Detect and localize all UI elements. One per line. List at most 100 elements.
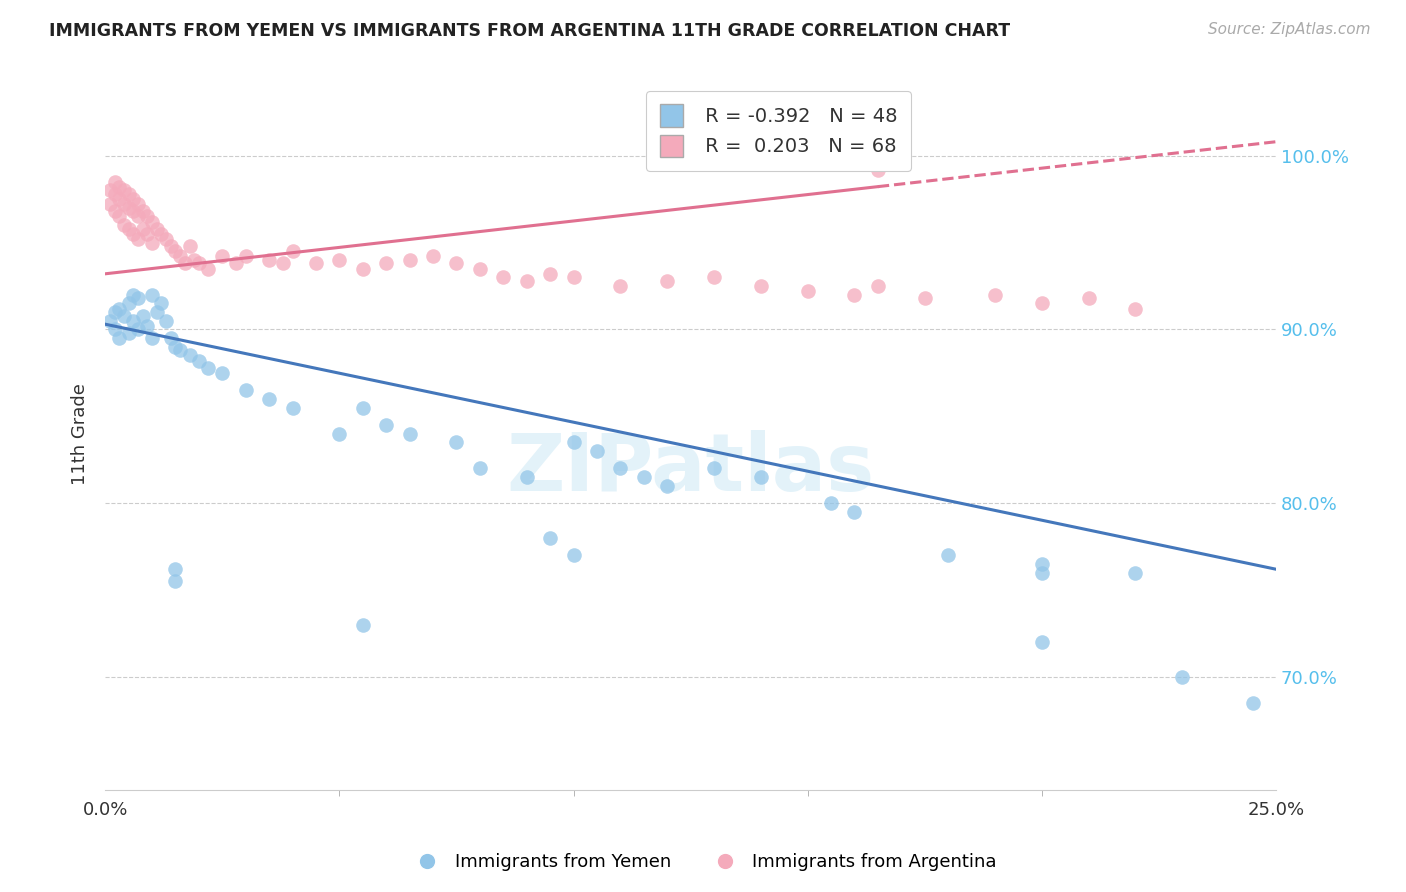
Text: ZIPatlas: ZIPatlas	[506, 430, 875, 508]
Point	[103, 204, 125, 219]
Point	[211, 249, 233, 263]
Point	[103, 322, 125, 336]
Point	[1125, 301, 1147, 316]
Point	[328, 252, 350, 267]
Point	[127, 232, 149, 246]
Point	[131, 309, 153, 323]
Point	[165, 574, 187, 589]
Point	[1241, 696, 1264, 710]
Point	[352, 261, 374, 276]
Point	[211, 366, 233, 380]
Point	[183, 252, 205, 267]
Point	[108, 192, 131, 206]
Point	[281, 244, 304, 259]
Point	[122, 314, 145, 328]
Point	[159, 239, 181, 253]
Point	[468, 261, 491, 276]
Point	[117, 296, 139, 310]
Point	[257, 252, 280, 267]
Point	[165, 340, 187, 354]
Point	[117, 221, 139, 235]
Point	[131, 204, 153, 219]
Point	[127, 210, 149, 224]
Point	[352, 401, 374, 415]
Point	[187, 256, 209, 270]
Point	[108, 180, 131, 194]
Point	[749, 279, 772, 293]
Point	[609, 279, 631, 293]
Point	[1077, 291, 1099, 305]
Point	[225, 256, 247, 270]
Point	[796, 284, 818, 298]
Point	[136, 227, 159, 241]
Point	[352, 617, 374, 632]
Point	[122, 192, 145, 206]
Point	[281, 401, 304, 415]
Point	[108, 331, 131, 345]
Point	[398, 252, 420, 267]
Point	[187, 353, 209, 368]
Point	[98, 183, 121, 197]
Legend:  R = -0.392   N = 48,  R =  0.203   N = 68: R = -0.392 N = 48, R = 0.203 N = 68	[647, 91, 911, 170]
Point	[1125, 566, 1147, 580]
Point	[155, 314, 177, 328]
Point	[1031, 635, 1053, 649]
Point	[98, 314, 121, 328]
Point	[112, 218, 135, 232]
Point	[866, 279, 889, 293]
Point	[1031, 296, 1053, 310]
Point	[165, 244, 187, 259]
Text: IMMIGRANTS FROM YEMEN VS IMMIGRANTS FROM ARGENTINA 11TH GRADE CORRELATION CHART: IMMIGRANTS FROM YEMEN VS IMMIGRANTS FROM…	[49, 22, 1011, 40]
Point	[127, 291, 149, 305]
Text: Source: ZipAtlas.com: Source: ZipAtlas.com	[1208, 22, 1371, 37]
Point	[538, 267, 561, 281]
Point	[703, 461, 725, 475]
Point	[538, 531, 561, 545]
Point	[112, 183, 135, 197]
Point	[122, 204, 145, 219]
Point	[703, 270, 725, 285]
Point	[145, 221, 167, 235]
Point	[562, 435, 585, 450]
Point	[562, 549, 585, 563]
Point	[108, 210, 131, 224]
Point	[820, 496, 842, 510]
Point	[103, 305, 125, 319]
Point	[328, 426, 350, 441]
Point	[103, 186, 125, 201]
Point	[492, 270, 515, 285]
Point	[165, 562, 187, 576]
Point	[1171, 670, 1194, 684]
Point	[375, 256, 398, 270]
Point	[398, 426, 420, 441]
Point	[609, 461, 631, 475]
Point	[516, 470, 538, 484]
Y-axis label: 11th Grade: 11th Grade	[72, 383, 89, 484]
Point	[141, 215, 163, 229]
Point	[633, 470, 655, 484]
Point	[117, 201, 139, 215]
Point	[127, 197, 149, 211]
Point	[562, 270, 585, 285]
Point	[516, 274, 538, 288]
Point	[446, 435, 468, 450]
Point	[375, 417, 398, 432]
Point	[169, 249, 191, 263]
Point	[117, 326, 139, 340]
Point	[657, 274, 679, 288]
Point	[657, 479, 679, 493]
Point	[136, 210, 159, 224]
Point	[122, 227, 145, 241]
Point	[141, 331, 163, 345]
Point	[257, 392, 280, 406]
Point	[179, 349, 201, 363]
Point	[122, 287, 145, 301]
Point	[844, 505, 866, 519]
Point	[936, 549, 959, 563]
Point	[108, 301, 131, 316]
Point	[305, 256, 328, 270]
Point	[169, 343, 191, 358]
Point	[197, 261, 219, 276]
Point	[749, 470, 772, 484]
Point	[141, 235, 163, 250]
